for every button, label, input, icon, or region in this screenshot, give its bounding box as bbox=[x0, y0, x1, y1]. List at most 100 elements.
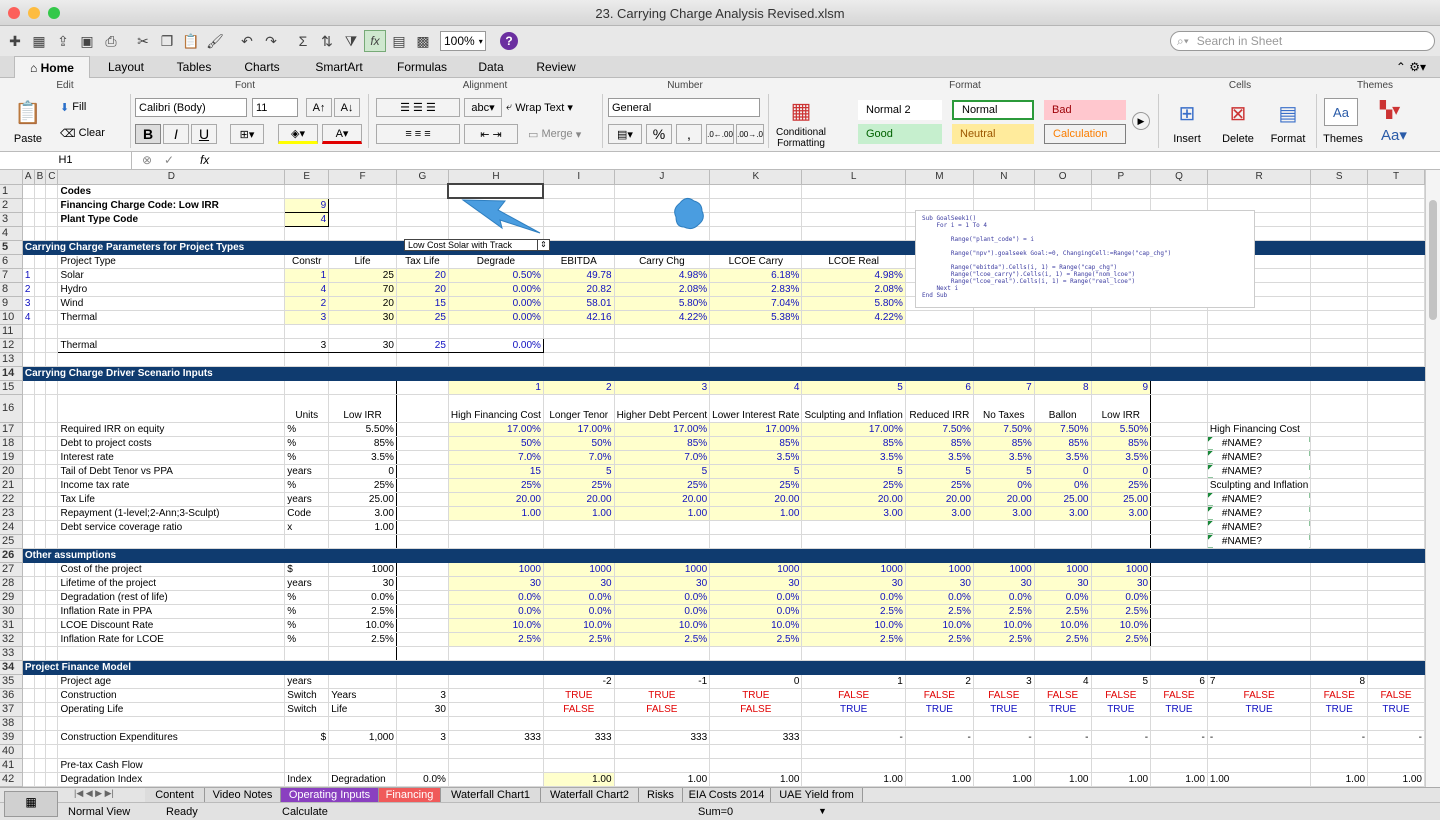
cell-F27[interactable]: 1000 bbox=[328, 562, 397, 577]
cell-K42[interactable]: 1.00 bbox=[709, 772, 803, 787]
status-sum-dropdown-icon[interactable]: ▼ bbox=[818, 806, 827, 816]
cell-O20[interactable]: 0 bbox=[1034, 464, 1092, 479]
cell-B30[interactable] bbox=[34, 604, 47, 619]
cell-T37[interactable]: TRUE bbox=[1367, 702, 1425, 717]
font-size-select[interactable]: 11 bbox=[252, 98, 298, 117]
cell-M39[interactable]: - bbox=[905, 730, 974, 745]
cell-I15[interactable]: 2 bbox=[543, 380, 615, 395]
accounting-icon[interactable]: ▤▾ bbox=[608, 124, 642, 144]
cell-B32[interactable] bbox=[34, 632, 47, 647]
row-header[interactable]: 29 bbox=[0, 590, 23, 605]
cell-G40[interactable] bbox=[396, 744, 449, 759]
cell-D37[interactable]: Operating Life bbox=[57, 702, 286, 717]
cell-T19[interactable] bbox=[1367, 450, 1425, 465]
cell-F15[interactable] bbox=[328, 380, 397, 395]
cell-R28[interactable] bbox=[1207, 576, 1312, 591]
cell-I17[interactable]: 17.00% bbox=[543, 422, 615, 437]
cell-H6[interactable]: Degrade bbox=[448, 254, 544, 269]
cell-M28[interactable]: 30 bbox=[905, 576, 974, 591]
sheet-tab-eia-costs-2014[interactable]: EIA Costs 2014 bbox=[683, 788, 771, 803]
cell-K10[interactable]: 5.38% bbox=[709, 310, 803, 325]
cell-P17[interactable]: 5.50% bbox=[1091, 422, 1152, 437]
toolbox-icon[interactable]: ▩ bbox=[416, 32, 430, 49]
column-header-E[interactable]: E bbox=[284, 170, 330, 185]
cell-J10[interactable]: 4.22% bbox=[614, 310, 711, 325]
cell-K31[interactable]: 10.0% bbox=[709, 618, 803, 633]
cell-F11[interactable] bbox=[328, 324, 397, 339]
cell-E40[interactable] bbox=[284, 744, 330, 759]
cell-C17[interactable] bbox=[45, 422, 59, 437]
cell-P20[interactable]: 0 bbox=[1091, 464, 1152, 479]
cell-J17[interactable]: 17.00% bbox=[614, 422, 711, 437]
cell-S11[interactable] bbox=[1310, 324, 1369, 339]
cell-C38[interactable] bbox=[45, 716, 59, 731]
cell-T31[interactable] bbox=[1367, 618, 1425, 633]
cell-N40[interactable] bbox=[973, 744, 1035, 759]
cell-I40[interactable] bbox=[543, 744, 615, 759]
ribbon-options-icon[interactable]: ⌃ ⚙▾ bbox=[1395, 60, 1427, 74]
cell-M40[interactable] bbox=[905, 744, 974, 759]
cell-T33[interactable] bbox=[1367, 646, 1425, 661]
cell-O29[interactable]: 0.0% bbox=[1034, 590, 1092, 605]
cell-D21[interactable]: Income tax rate bbox=[57, 478, 286, 493]
cell-N13[interactable] bbox=[973, 352, 1035, 367]
cell-K24[interactable] bbox=[709, 520, 803, 535]
cell-S15[interactable] bbox=[1310, 380, 1369, 395]
underline-button[interactable]: U bbox=[191, 124, 217, 144]
cell-J35[interactable]: -1 bbox=[614, 674, 711, 689]
cell-R10[interactable] bbox=[1207, 310, 1312, 325]
cell-J41[interactable] bbox=[614, 758, 711, 773]
cell-T28[interactable] bbox=[1367, 576, 1425, 591]
cell-J12[interactable] bbox=[614, 338, 711, 353]
cell-N37[interactable]: TRUE bbox=[973, 702, 1035, 717]
row-header[interactable]: 21 bbox=[0, 478, 23, 493]
cell-G32[interactable] bbox=[396, 632, 449, 647]
sort-icon[interactable]: ⇅ bbox=[321, 32, 333, 49]
row-header[interactable]: 17 bbox=[0, 422, 23, 437]
cell-M1[interactable] bbox=[905, 184, 974, 199]
cell-P33[interactable] bbox=[1091, 646, 1152, 661]
cell-P38[interactable] bbox=[1091, 716, 1152, 731]
cell-I4[interactable] bbox=[543, 226, 615, 241]
cell-L17[interactable]: 17.00% bbox=[801, 422, 906, 437]
cell-C1[interactable] bbox=[45, 184, 59, 199]
cell-G30[interactable] bbox=[396, 604, 449, 619]
cell-D36[interactable]: Construction bbox=[57, 688, 286, 703]
cell-T30[interactable] bbox=[1367, 604, 1425, 619]
cell-P11[interactable] bbox=[1091, 324, 1152, 339]
column-header-S[interactable]: S bbox=[1310, 170, 1369, 185]
cell-L37[interactable]: TRUE bbox=[801, 702, 906, 717]
cell-C19[interactable] bbox=[45, 450, 59, 465]
cell-L11[interactable] bbox=[801, 324, 906, 339]
cell-S32[interactable] bbox=[1310, 632, 1369, 647]
cell-C30[interactable] bbox=[45, 604, 59, 619]
cell-M33[interactable] bbox=[905, 646, 974, 661]
cell-F23[interactable]: 3.00 bbox=[328, 506, 397, 521]
search-sheet-input[interactable]: ⌕▾ Search in Sheet bbox=[1170, 31, 1435, 51]
cell-B19[interactable] bbox=[34, 450, 47, 465]
cell-B12[interactable] bbox=[34, 338, 47, 353]
cell-T42[interactable]: 1.00 bbox=[1367, 772, 1425, 787]
cell-O18[interactable]: 85% bbox=[1034, 436, 1092, 451]
cell-M32[interactable]: 2.5% bbox=[905, 632, 974, 647]
cell-F30[interactable]: 2.5% bbox=[328, 604, 397, 619]
cell-F18[interactable]: 85% bbox=[328, 436, 397, 451]
cell-B11[interactable] bbox=[34, 324, 47, 339]
cell-I10[interactable]: 42.16 bbox=[543, 310, 615, 325]
cell-C27[interactable] bbox=[45, 562, 59, 577]
cell-G3[interactable] bbox=[396, 212, 449, 227]
cell-B24[interactable] bbox=[34, 520, 47, 535]
cell-C20[interactable] bbox=[45, 464, 59, 479]
cell-O38[interactable] bbox=[1034, 716, 1092, 731]
cell-H32[interactable]: 2.5% bbox=[447, 632, 544, 647]
cell-J2[interactable] bbox=[614, 198, 711, 213]
cell-D13[interactable] bbox=[57, 352, 286, 367]
cell-S16[interactable] bbox=[1310, 394, 1369, 423]
cell-K9[interactable]: 7.04% bbox=[709, 296, 803, 311]
cell-D16[interactable] bbox=[57, 394, 286, 423]
cell-M42[interactable]: 1.00 bbox=[905, 772, 974, 787]
cell-N23[interactable]: 3.00 bbox=[973, 506, 1035, 521]
cell-G33[interactable] bbox=[396, 646, 449, 661]
cell-I31[interactable]: 10.0% bbox=[543, 618, 615, 633]
cell-T4[interactable] bbox=[1367, 226, 1425, 241]
